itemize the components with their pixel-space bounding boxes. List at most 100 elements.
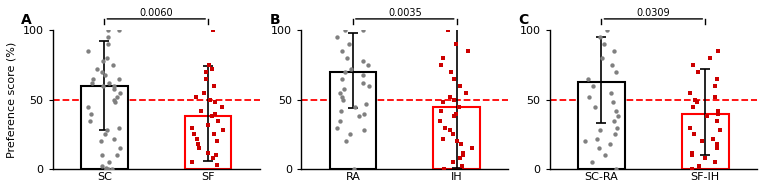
Point [611, 115, 623, 118]
Point [105, 168, 118, 171]
Point [439, 126, 451, 129]
Point [444, 129, 456, 132]
Point [579, 140, 591, 143]
Point [457, 154, 469, 157]
Point [687, 63, 699, 66]
Point [691, 101, 703, 104]
Point [601, 29, 613, 32]
Point [714, 129, 726, 132]
Text: 0.0035: 0.0035 [388, 8, 422, 18]
Y-axis label: Preference score (%): Preference score (%) [7, 42, 17, 158]
Point [102, 36, 114, 39]
Point [610, 70, 623, 73]
Point [207, 29, 219, 32]
Text: B: B [270, 13, 280, 27]
Point [102, 29, 115, 32]
Point [435, 63, 447, 66]
Point [435, 109, 447, 112]
Point [357, 81, 369, 84]
Point [216, 105, 228, 108]
Point [610, 109, 622, 112]
Point [360, 102, 372, 105]
Point [217, 129, 229, 132]
Point [84, 119, 96, 122]
Point [96, 70, 108, 73]
Point [206, 157, 219, 160]
Point [209, 112, 222, 115]
Point [190, 95, 202, 98]
Point [100, 166, 112, 169]
Point [349, 105, 361, 108]
Point [348, 168, 361, 171]
Point [202, 63, 215, 66]
Point [591, 137, 603, 140]
Point [210, 154, 222, 157]
Point [345, 67, 357, 70]
Point [342, 56, 354, 59]
Text: A: A [21, 13, 32, 27]
Point [336, 95, 348, 98]
Point [192, 143, 204, 146]
Point [361, 63, 374, 66]
Point [86, 77, 99, 80]
Point [607, 119, 620, 122]
Point [200, 70, 212, 73]
Point [455, 143, 468, 146]
Point [99, 133, 112, 136]
Point [455, 157, 467, 160]
Point [708, 161, 720, 164]
Point [113, 29, 125, 32]
Point [583, 95, 595, 98]
Point [686, 151, 698, 154]
Point [611, 126, 623, 129]
Point [102, 43, 115, 46]
Point [85, 112, 97, 115]
Point [330, 126, 342, 129]
Point [711, 147, 724, 150]
Point [691, 70, 704, 73]
Point [200, 77, 212, 80]
Point [589, 105, 601, 108]
Point [448, 77, 460, 80]
Point [209, 101, 222, 104]
Point [434, 119, 446, 122]
Point [451, 140, 463, 143]
Point [352, 115, 364, 118]
Point [587, 84, 599, 87]
Point [334, 91, 346, 94]
Point [701, 115, 714, 118]
Point [605, 91, 617, 94]
Point [709, 95, 721, 98]
Point [108, 137, 120, 140]
Point [450, 112, 462, 115]
Point [100, 168, 112, 171]
Point [337, 98, 349, 101]
Point [609, 133, 621, 136]
Point [598, 43, 610, 46]
Point [113, 77, 125, 80]
Text: C: C [519, 13, 529, 27]
Point [212, 119, 225, 122]
Text: 0.0309: 0.0309 [636, 8, 670, 18]
Point [335, 109, 347, 112]
Point [112, 126, 125, 129]
Point [593, 147, 605, 150]
Point [102, 168, 114, 171]
Point [83, 49, 95, 52]
Point [336, 77, 348, 80]
Point [465, 147, 478, 150]
Point [198, 91, 210, 94]
Point [195, 109, 207, 112]
Point [203, 98, 215, 101]
Point [438, 168, 450, 171]
Bar [81, 86, 128, 169]
Point [689, 98, 701, 101]
Point [446, 161, 458, 164]
Point [437, 56, 449, 59]
Point [111, 95, 123, 98]
Point [99, 73, 112, 76]
Point [459, 91, 471, 94]
Point [711, 77, 723, 80]
Bar [578, 82, 625, 169]
Point [342, 43, 354, 46]
